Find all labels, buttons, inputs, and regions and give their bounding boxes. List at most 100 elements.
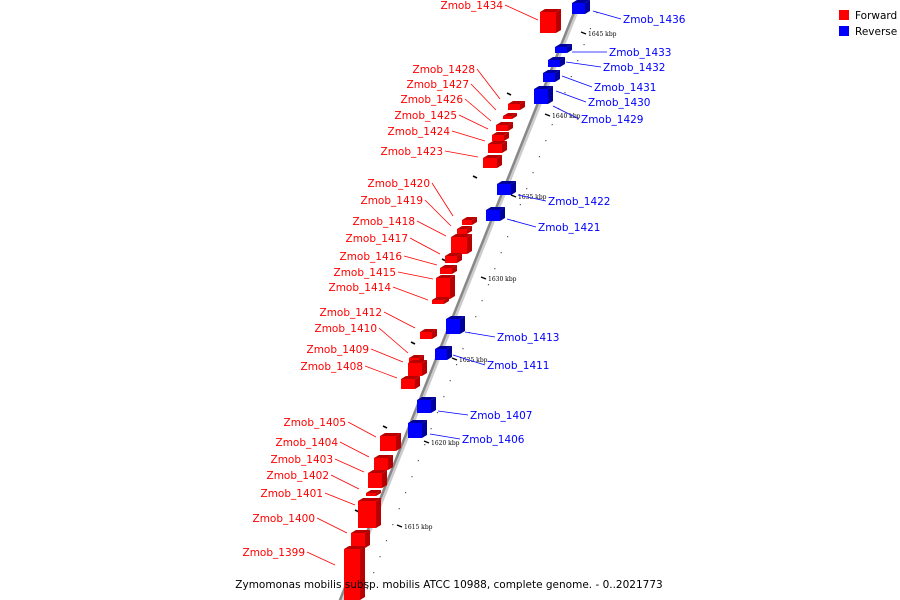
ruler-label: 1645 kbp bbox=[588, 31, 617, 38]
minor-tick bbox=[405, 492, 407, 494]
gene-label: Zmob_1427 bbox=[407, 79, 469, 91]
minor-tick bbox=[430, 428, 432, 430]
gene-leader-line bbox=[383, 311, 416, 329]
gene-leader-line bbox=[409, 237, 441, 255]
minor-tick bbox=[475, 316, 477, 318]
ruler-label: 1635 kbp bbox=[518, 194, 547, 201]
gene-Zmob_1409 bbox=[408, 360, 427, 376]
gene-leader-line bbox=[306, 551, 336, 566]
gene-label: Zmob_1414 bbox=[329, 282, 392, 294]
gene-leader-line bbox=[517, 194, 547, 202]
gene-Zmob_1428 bbox=[508, 101, 525, 110]
gene-leader-line bbox=[324, 492, 356, 506]
gene-Zmob_1430 bbox=[534, 86, 553, 104]
gene-Zmob_1417 bbox=[445, 253, 462, 263]
gene-Zmob_1416 bbox=[440, 265, 457, 274]
minor-tick bbox=[398, 508, 400, 510]
minor-tick bbox=[424, 444, 426, 446]
gene-Zmob_1418 bbox=[451, 234, 472, 254]
gene-leader-line bbox=[416, 220, 447, 237]
minor-tick bbox=[379, 556, 381, 558]
gene-label: Zmob_1406 bbox=[462, 434, 525, 446]
gene-Zmob_1421 bbox=[486, 207, 505, 221]
minor-tick bbox=[596, 12, 598, 14]
gene-leader-line bbox=[464, 98, 492, 122]
minor-tick bbox=[506, 236, 509, 238]
gene-label: Zmob_1399 bbox=[243, 547, 305, 559]
minor-tick bbox=[589, 28, 592, 30]
ruler-label: 1640 kbp bbox=[552, 113, 581, 120]
gene-leader-line bbox=[464, 331, 496, 338]
gene-leader-line bbox=[330, 474, 360, 490]
minor-tick bbox=[392, 524, 394, 526]
gene-leader-line bbox=[370, 348, 404, 363]
minor-tick bbox=[456, 364, 458, 366]
gene-label: Zmob_1430 bbox=[588, 97, 650, 109]
gene-Zmob_1402 bbox=[366, 490, 381, 496]
gene-leader-line bbox=[444, 150, 479, 158]
minor-tick bbox=[583, 44, 585, 46]
gene-Zmob_1400 bbox=[351, 530, 370, 548]
minor-tick bbox=[436, 412, 439, 414]
ruler-label: 1630 kbp bbox=[488, 276, 517, 283]
gene-Zmob_1427 bbox=[503, 113, 517, 119]
genes bbox=[344, 0, 590, 600]
gene-leader-line bbox=[339, 441, 370, 458]
gene-label: Zmob_1421 bbox=[538, 222, 600, 234]
gene-Zmob_1425 bbox=[492, 132, 509, 141]
major-tick bbox=[544, 113, 551, 117]
gene-label: Zmob_1425 bbox=[395, 110, 457, 122]
minor-tick bbox=[564, 92, 566, 94]
gene-Zmob_1407 bbox=[417, 397, 436, 413]
legend-forward-label: Forward bbox=[855, 10, 897, 22]
minor-tick bbox=[487, 284, 490, 286]
gene-label: Zmob_1415 bbox=[334, 267, 396, 279]
gene-label: Zmob_1404 bbox=[276, 437, 339, 449]
gene-Zmob_1404 bbox=[374, 455, 393, 470]
minor-tick bbox=[494, 268, 496, 270]
gene-leader-line bbox=[504, 4, 539, 21]
gene-Zmob_1413 bbox=[446, 316, 465, 334]
gene-Zmob_1426 bbox=[496, 122, 513, 131]
gene-label: Zmob_1407 bbox=[470, 410, 532, 422]
gene-leader-line bbox=[334, 458, 365, 473]
legend-reverse-label: Reverse bbox=[855, 26, 897, 38]
gene-label: Zmob_1409 bbox=[307, 344, 369, 356]
gene-label: Zmob_1432 bbox=[603, 62, 665, 74]
major-tick bbox=[382, 425, 388, 429]
gene-label: Zmob_1429 bbox=[581, 114, 643, 126]
gene-Zmob_1423 bbox=[483, 155, 502, 168]
gene-label: Zmob_1408 bbox=[301, 361, 363, 373]
minor-tick bbox=[526, 188, 528, 190]
gene-leader-line bbox=[470, 83, 497, 111]
gene-Zmob_1414 bbox=[432, 297, 449, 304]
gene-leader-line bbox=[592, 10, 622, 20]
major-tick bbox=[396, 524, 403, 528]
gene-label: Zmob_1424 bbox=[388, 126, 451, 138]
gene-label: Zmob_1423 bbox=[381, 146, 443, 158]
gene-leader-line bbox=[431, 182, 454, 217]
major-tick bbox=[580, 31, 587, 35]
ruler-label: 1620 kbp bbox=[431, 440, 460, 447]
gene-label: Zmob_1433 bbox=[609, 47, 671, 59]
ruler-label: 1615 kbp bbox=[404, 524, 433, 531]
gene-leader-line bbox=[392, 286, 429, 301]
gene-label: Zmob_1422 bbox=[548, 196, 610, 208]
gene-Zmob_1415 bbox=[436, 275, 455, 299]
gene-leader-line bbox=[561, 75, 593, 88]
gene-label: Zmob_1420 bbox=[368, 178, 430, 190]
gene-leader-line bbox=[552, 105, 580, 120]
major-tick bbox=[451, 357, 458, 361]
gene-leader-line bbox=[565, 61, 602, 68]
gene-Zmob_1411 bbox=[435, 346, 452, 360]
gene-label: Zmob_1431 bbox=[594, 82, 656, 94]
gene-Zmob_1419 bbox=[457, 226, 472, 234]
minor-tick bbox=[500, 252, 502, 254]
gene-label: Zmob_1412 bbox=[320, 307, 382, 319]
gene-leader-line bbox=[316, 517, 348, 534]
minor-tick bbox=[519, 204, 521, 206]
gene-leader-line bbox=[347, 421, 377, 438]
minor-tick bbox=[577, 60, 579, 62]
minor-tick bbox=[532, 172, 534, 174]
